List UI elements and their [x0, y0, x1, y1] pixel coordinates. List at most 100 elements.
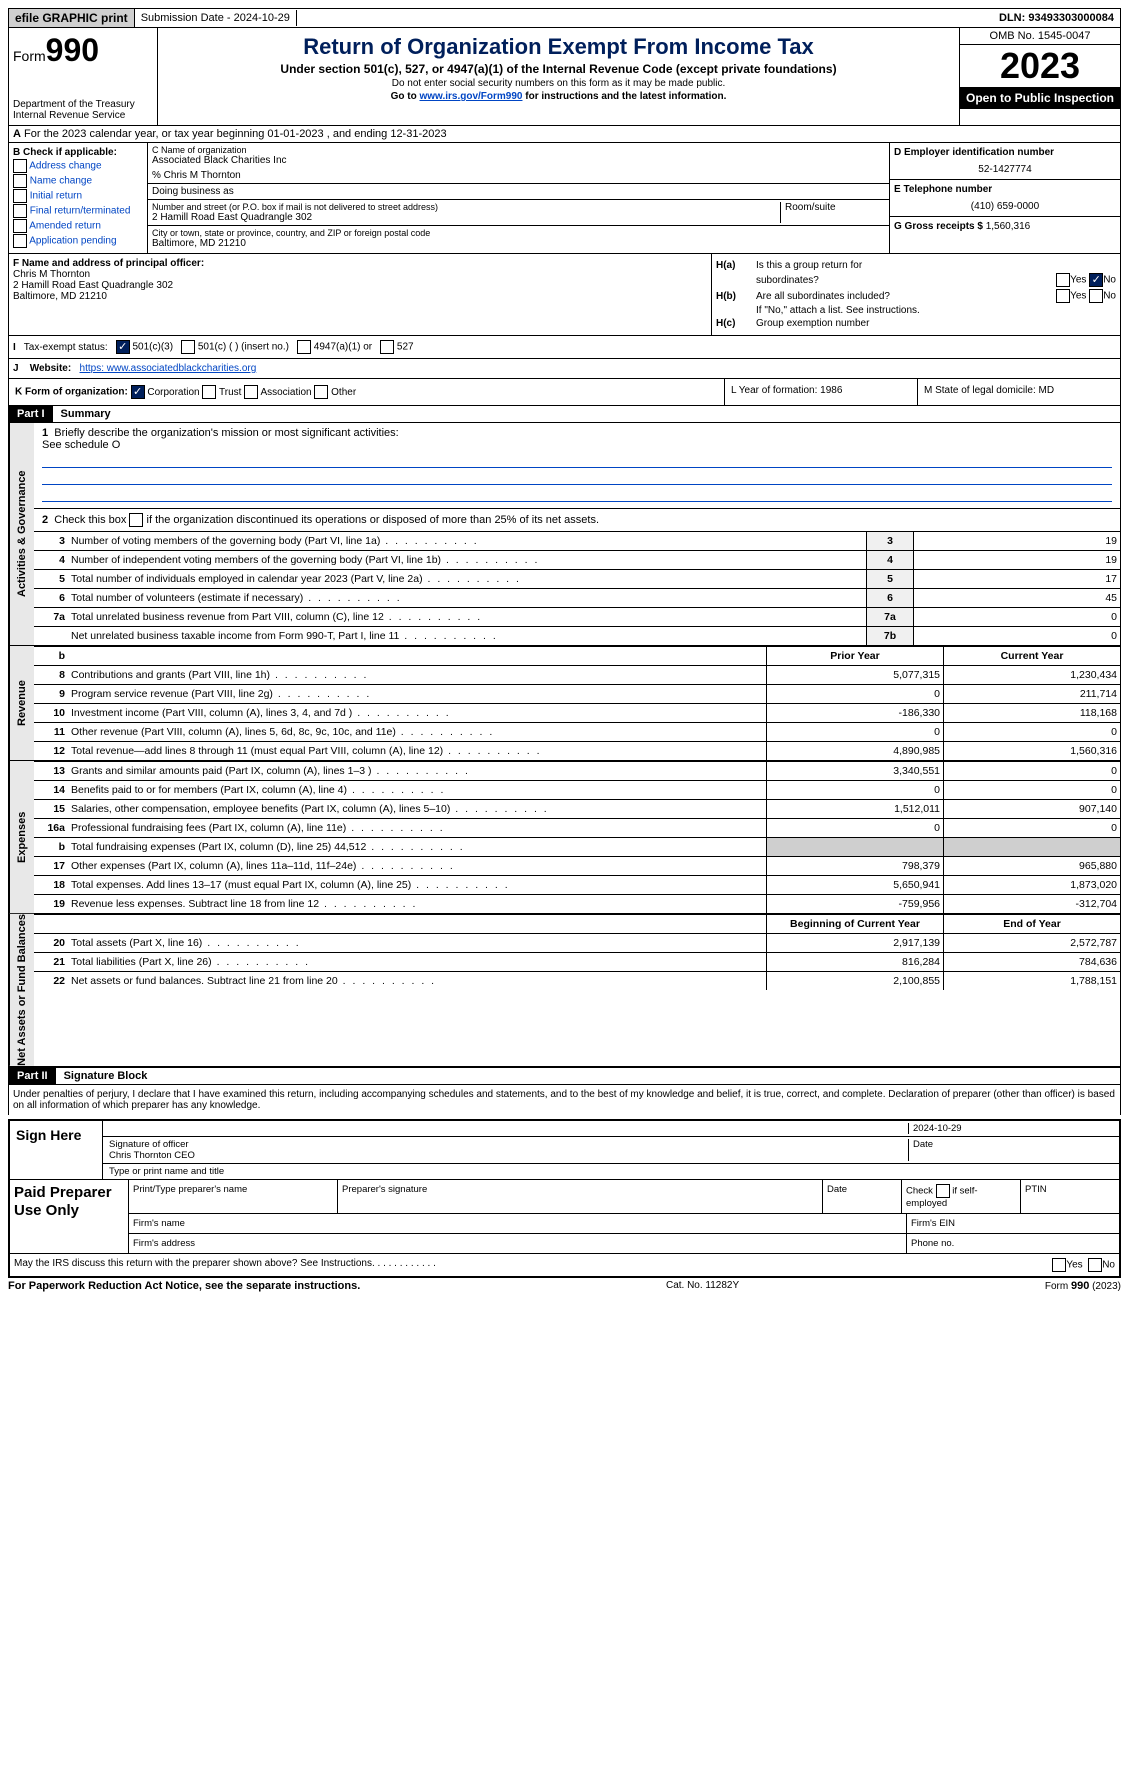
summary-line: 22 Net assets or fund balances. Subtract…	[34, 971, 1120, 990]
current-year-hdr: Current Year	[943, 647, 1120, 665]
line-klm: K Form of organization: ✓ Corporation Tr…	[8, 379, 1121, 406]
firm-name-label: Firm's name	[129, 1214, 907, 1233]
opt-app-pending[interactable]: Application pending	[13, 234, 143, 248]
may-irs-discuss: May the IRS discuss this return with the…	[14, 1258, 1052, 1272]
city-state-zip: Baltimore, MD 21210	[152, 238, 885, 249]
box-f: F Name and address of principal officer:…	[9, 254, 712, 335]
org-name-label: C Name of organization	[152, 145, 885, 155]
dln: DLN: 93493303000084	[993, 10, 1120, 26]
form-title: Return of Organization Exempt From Incom…	[162, 34, 955, 60]
q1-label: Briefly describe the organization's miss…	[54, 427, 398, 439]
summary-line: 11 Other revenue (Part VIII, column (A),…	[34, 722, 1120, 741]
part1-governance: Activities & Governance 1 Briefly descri…	[8, 423, 1121, 646]
status-527[interactable]: 527	[380, 340, 413, 354]
ein-label: D Employer identification number	[894, 147, 1054, 158]
officer-name: Chris M Thornton	[13, 269, 90, 280]
begin-year-hdr: Beginning of Current Year	[766, 915, 943, 933]
preparer-sig-label: Preparer's signature	[338, 1180, 823, 1213]
summary-line: 13 Grants and similar amounts paid (Part…	[34, 761, 1120, 780]
opt-name-change[interactable]: Name change	[13, 174, 143, 188]
line-a-tax-year: A For the 2023 calendar year, or tax yea…	[8, 126, 1121, 143]
hb-yes[interactable]: Yes	[1056, 289, 1086, 303]
perjury-declaration: Under penalties of perjury, I declare th…	[8, 1085, 1121, 1115]
website-link[interactable]: https: www.associatedblackcharities.org	[80, 363, 257, 374]
box-b: B Check if applicable: Address change Na…	[9, 143, 148, 253]
section-fh: F Name and address of principal officer:…	[8, 254, 1121, 336]
gross-receipts-label: G Gross receipts $	[894, 221, 983, 232]
care-of: % Chris M Thornton	[152, 170, 885, 181]
q2-label: Check this box if the organization disco…	[54, 514, 599, 526]
summary-line: Net unrelated business taxable income fr…	[34, 626, 1120, 645]
status-4947[interactable]: 4947(a)(1) or	[297, 340, 372, 354]
form-ref: Form 990 (2023)	[1045, 1280, 1121, 1292]
signature-block: Sign Here 2024-10-29 Signature of office…	[8, 1119, 1121, 1278]
form-number: Form990	[13, 32, 153, 69]
summary-line: 6 Total number of volunteers (estimate i…	[34, 588, 1120, 607]
summary-line: 18 Total expenses. Add lines 13–17 (must…	[34, 875, 1120, 894]
sig-officer-name: Chris Thornton CEO	[109, 1150, 908, 1161]
summary-line: 16a Professional fundraising fees (Part …	[34, 818, 1120, 837]
officer-addr1: 2 Hamill Road East Quadrangle 302	[13, 280, 173, 291]
opt-address-change[interactable]: Address change	[13, 159, 143, 173]
org-corp[interactable]: ✓ Corporation	[131, 387, 200, 398]
phone-value: (410) 659-0000	[894, 201, 1116, 212]
line-i-tax-status: I Tax-exempt status: ✓ 501(c)(3) 501(c) …	[8, 336, 1121, 359]
ein-value: 52-1427774	[894, 164, 1116, 175]
irs-no[interactable]: No	[1088, 1258, 1115, 1272]
ha-no[interactable]: ✓No	[1089, 273, 1116, 287]
top-bar: efile GRAPHIC print Submission Date - 20…	[8, 8, 1121, 28]
city-label: City or town, state or province, country…	[152, 228, 885, 238]
ha-yes[interactable]: Yes	[1056, 273, 1086, 287]
summary-line: 3 Number of voting members of the govern…	[34, 531, 1120, 550]
summary-line: 5 Total number of individuals employed i…	[34, 569, 1120, 588]
opt-initial-return[interactable]: Initial return	[13, 189, 143, 203]
vert-expenses: Expenses	[9, 761, 34, 913]
dba-label: Doing business as	[148, 184, 889, 200]
summary-line: 8 Contributions and grants (Part VIII, l…	[34, 665, 1120, 684]
form-header: Form990 Department of the Treasury Inter…	[8, 28, 1121, 126]
self-employed-check[interactable]: Check if self-employed	[902, 1180, 1021, 1213]
prior-year-hdr: Prior Year	[766, 647, 943, 665]
instructions-link[interactable]: www.irs.gov/Form990	[419, 91, 522, 102]
org-assoc[interactable]: Association	[244, 387, 311, 398]
summary-line: 14 Benefits paid to or for members (Part…	[34, 780, 1120, 799]
summary-line: b Total fundraising expenses (Part IX, c…	[34, 837, 1120, 856]
q1-answer: See schedule O	[42, 439, 120, 451]
addr-label: Number and street (or P.O. box if mail i…	[152, 202, 780, 212]
firm-addr-label: Firm's address	[129, 1234, 907, 1253]
instructions-note: Go to www.irs.gov/Form990 for instructio…	[162, 91, 955, 102]
room-suite-label: Room/suite	[780, 202, 885, 223]
summary-line: 9 Program service revenue (Part VIII, li…	[34, 684, 1120, 703]
page-footer: For Paperwork Reduction Act Notice, see …	[8, 1280, 1121, 1292]
irs-label: Internal Revenue Service	[13, 110, 153, 121]
opt-final-return[interactable]: Final return/terminated	[13, 204, 143, 218]
part1-revenue: Revenue b Prior Year Current Year 8 Cont…	[8, 646, 1121, 761]
submission-date: Submission Date - 2024-10-29	[135, 10, 297, 26]
summary-line: 19 Revenue less expenses. Subtract line …	[34, 894, 1120, 913]
preparer-name-label: Print/Type preparer's name	[129, 1180, 338, 1213]
summary-line: 17 Other expenses (Part IX, column (A), …	[34, 856, 1120, 875]
tax-year: 2023	[960, 45, 1120, 87]
org-trust[interactable]: Trust	[202, 387, 241, 398]
date-label: Date	[908, 1139, 1113, 1161]
box-h: H(a) Is this a group return for subordin…	[712, 254, 1120, 335]
phone-no-label: Phone no.	[907, 1234, 1119, 1253]
summary-line: 12 Total revenue—add lines 8 through 11 …	[34, 741, 1120, 760]
vert-revenue: Revenue	[9, 646, 34, 760]
summary-line: 7a Total unrelated business revenue from…	[34, 607, 1120, 626]
ptin-label: PTIN	[1021, 1180, 1119, 1213]
efile-print-button[interactable]: efile GRAPHIC print	[9, 9, 135, 27]
part1-header: Part I Summary	[8, 406, 1121, 423]
open-inspection: Open to Public Inspection	[960, 87, 1120, 109]
catalog-number: Cat. No. 11282Y	[666, 1280, 739, 1292]
org-other[interactable]: Other	[314, 387, 356, 398]
opt-amended-return[interactable]: Amended return	[13, 219, 143, 233]
summary-line: 20 Total assets (Part X, line 16) 2,917,…	[34, 933, 1120, 952]
status-501c3[interactable]: ✓ 501(c)(3)	[116, 340, 173, 354]
irs-yes[interactable]: Yes	[1052, 1258, 1082, 1272]
sig-date: 2024-10-29	[908, 1123, 1113, 1134]
hb-no[interactable]: No	[1089, 289, 1116, 303]
sig-officer-label: Signature of officer	[109, 1139, 908, 1150]
status-501c[interactable]: 501(c) ( ) (insert no.)	[181, 340, 289, 354]
part1-net-assets: Net Assets or Fund Balances Beginning of…	[8, 914, 1121, 1067]
